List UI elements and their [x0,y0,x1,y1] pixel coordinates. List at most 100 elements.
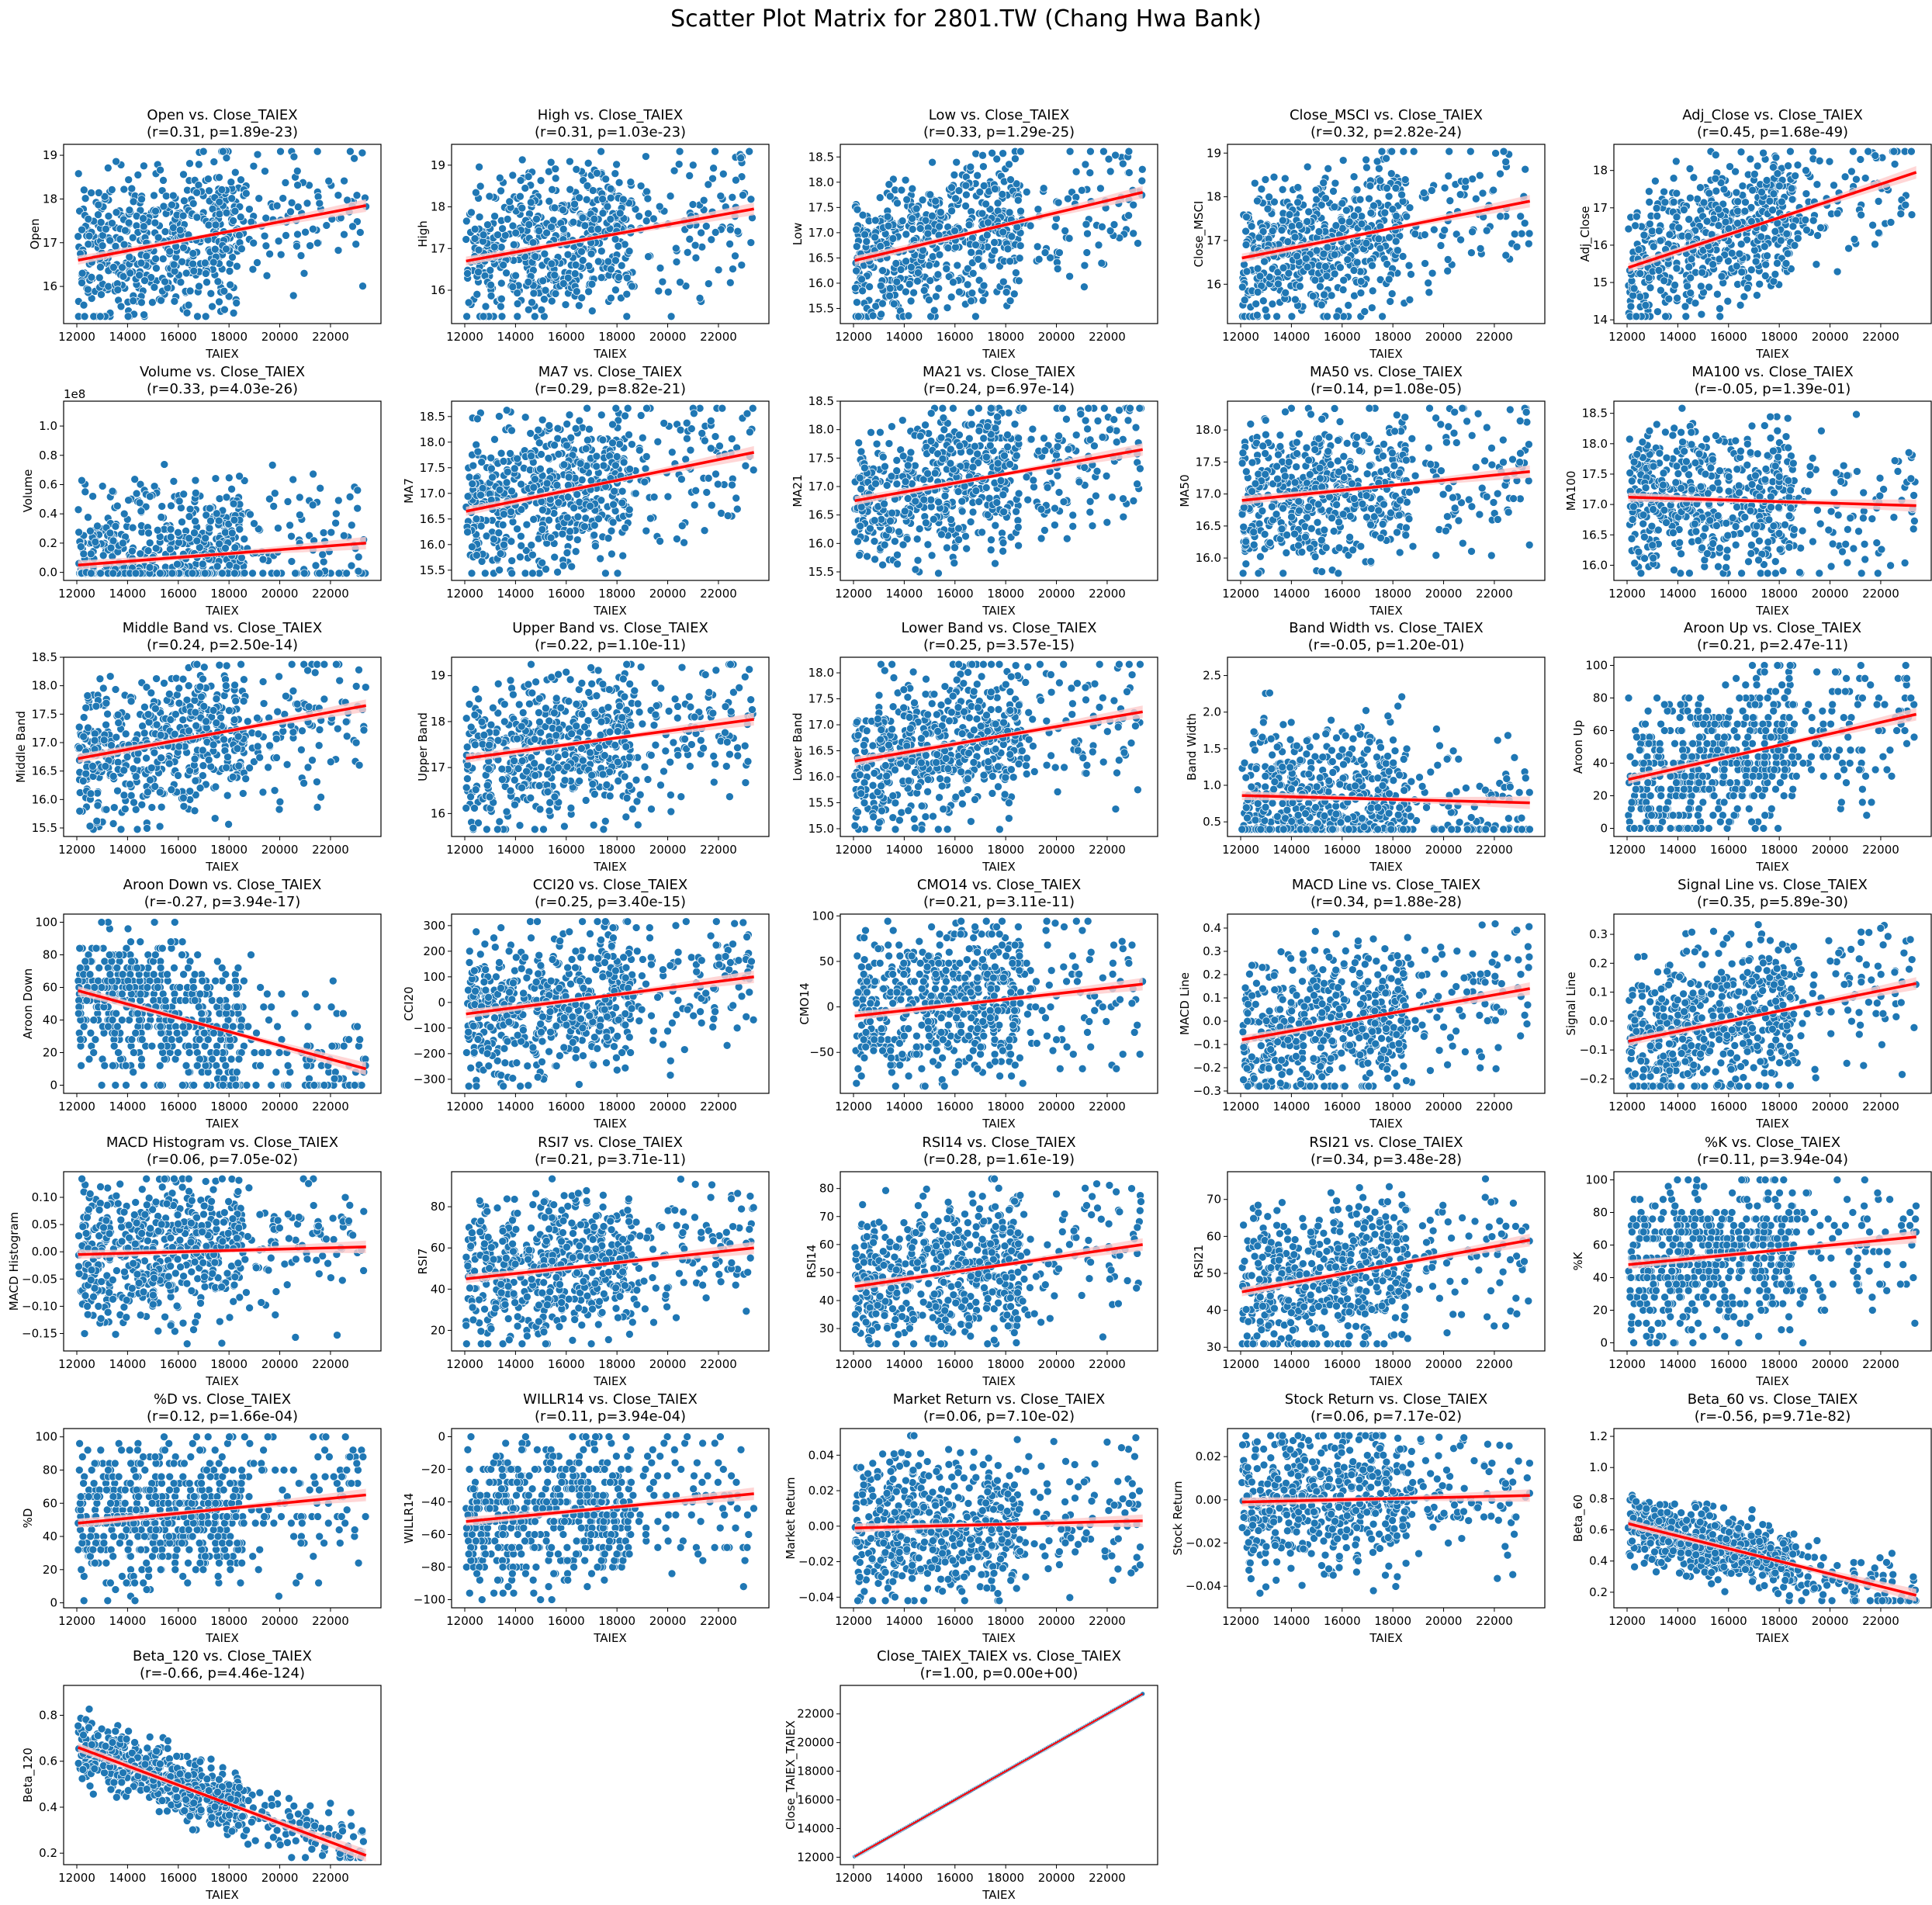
scatter-point [1321,194,1330,203]
scatter-point [667,312,676,321]
scatter-point [704,279,713,288]
scatter-point [928,158,937,167]
scatter-point [1773,169,1782,178]
scatter-point [308,500,317,510]
scatter-point [230,206,240,216]
scatter-point [1015,254,1024,263]
x-tick-label: 22000 [700,587,737,601]
scatter-point [95,312,105,321]
scatter-point [203,278,211,287]
scatter-point [853,205,862,214]
scatter-point [674,160,684,168]
scatter-point [132,489,141,498]
scatter-point [524,278,533,286]
scatter-point [274,524,282,532]
scatter-point [253,150,262,159]
scatter-point [982,199,990,209]
scatter-point [204,220,213,230]
y-tick-label: 19 [431,158,445,172]
scatter-point [156,165,164,175]
scatter-point [607,526,616,535]
scatter-point [615,178,624,187]
scatter-point [608,518,618,527]
scatter-point [1324,164,1333,173]
scatter-point [1279,216,1287,225]
x-tick-label: 14000 [109,587,147,601]
scatter-point [235,525,244,534]
scatter-point [631,489,640,498]
scatter-point [289,475,298,484]
scatter-point [1257,282,1265,290]
scatter-point [1724,257,1733,265]
scatter-point [479,230,488,240]
scatter-point [1356,195,1365,204]
scatter-point [656,537,664,546]
y-tick-label: 0.2 [39,536,57,550]
scatter-point [584,287,593,296]
scatter-point [1343,255,1352,264]
scatter-point [1308,292,1317,300]
scatter-point [691,253,701,262]
scatter-point [658,277,667,286]
y-tick-label: 14 [1593,313,1608,327]
scatter-point [334,496,343,505]
scatter-point [486,291,496,300]
scatter-point [76,542,85,551]
scatter-point [1250,178,1259,188]
y-tick-label: 16 [1593,238,1608,252]
scatter-point [538,505,547,514]
x-tick-label: 16000 [937,330,974,344]
scatter-point [578,213,587,222]
scatter-point [230,168,240,177]
scatter-point [210,244,220,254]
scatter-point [497,302,505,311]
scatter-point [878,266,887,275]
y-tick-label: 17.5 [808,200,834,214]
scatter-point [81,487,90,497]
scatter-point [313,147,322,156]
scatter-point [1255,272,1265,281]
scatter-points [74,147,370,321]
scatter-point [1106,167,1115,176]
scatter-point [178,211,188,220]
scatter-point [583,404,591,413]
scatter-point [1425,288,1434,297]
scatter-point [315,199,324,208]
subplot-stats: (r=0.33, p=4.03e-26) [147,381,298,397]
x-tick-label: 12000 [446,587,483,601]
scatter-point [322,221,331,230]
scatter-point [261,213,271,223]
x-tick-label: 18000 [1374,330,1411,344]
scatter-point [490,535,498,544]
scatter-point [1444,171,1453,181]
scatter-point [260,231,269,241]
y-tick-label: 18 [1207,190,1221,204]
scatter-point [185,159,194,168]
scatter-point [96,569,105,578]
scatter-point [1098,433,1107,442]
scatter-point [673,535,681,543]
scatter-point [978,209,987,218]
scatter-point [524,305,533,314]
scatter-point [891,537,899,546]
scatter-point [1825,157,1834,166]
x-tick-label: 18000 [210,587,248,601]
x-axis-label: TAIEX [982,347,1015,361]
scatter-point [1376,244,1385,253]
scatter-point [472,440,481,449]
scatter-point [249,238,258,248]
scatter-point [1781,259,1791,268]
scatter-point [1641,301,1650,310]
scatter-point [1736,240,1746,248]
scatter-point [175,497,184,506]
scatter-point [178,518,186,527]
scatter-point [1034,255,1044,264]
scatter-point [496,549,505,558]
scatter-point [923,540,933,549]
scatter-point [236,213,245,222]
scatter-point [925,296,933,304]
scatter-point [688,200,698,209]
scatter-point [79,549,88,559]
scatter-point [507,507,515,516]
scatter-point [685,234,694,244]
